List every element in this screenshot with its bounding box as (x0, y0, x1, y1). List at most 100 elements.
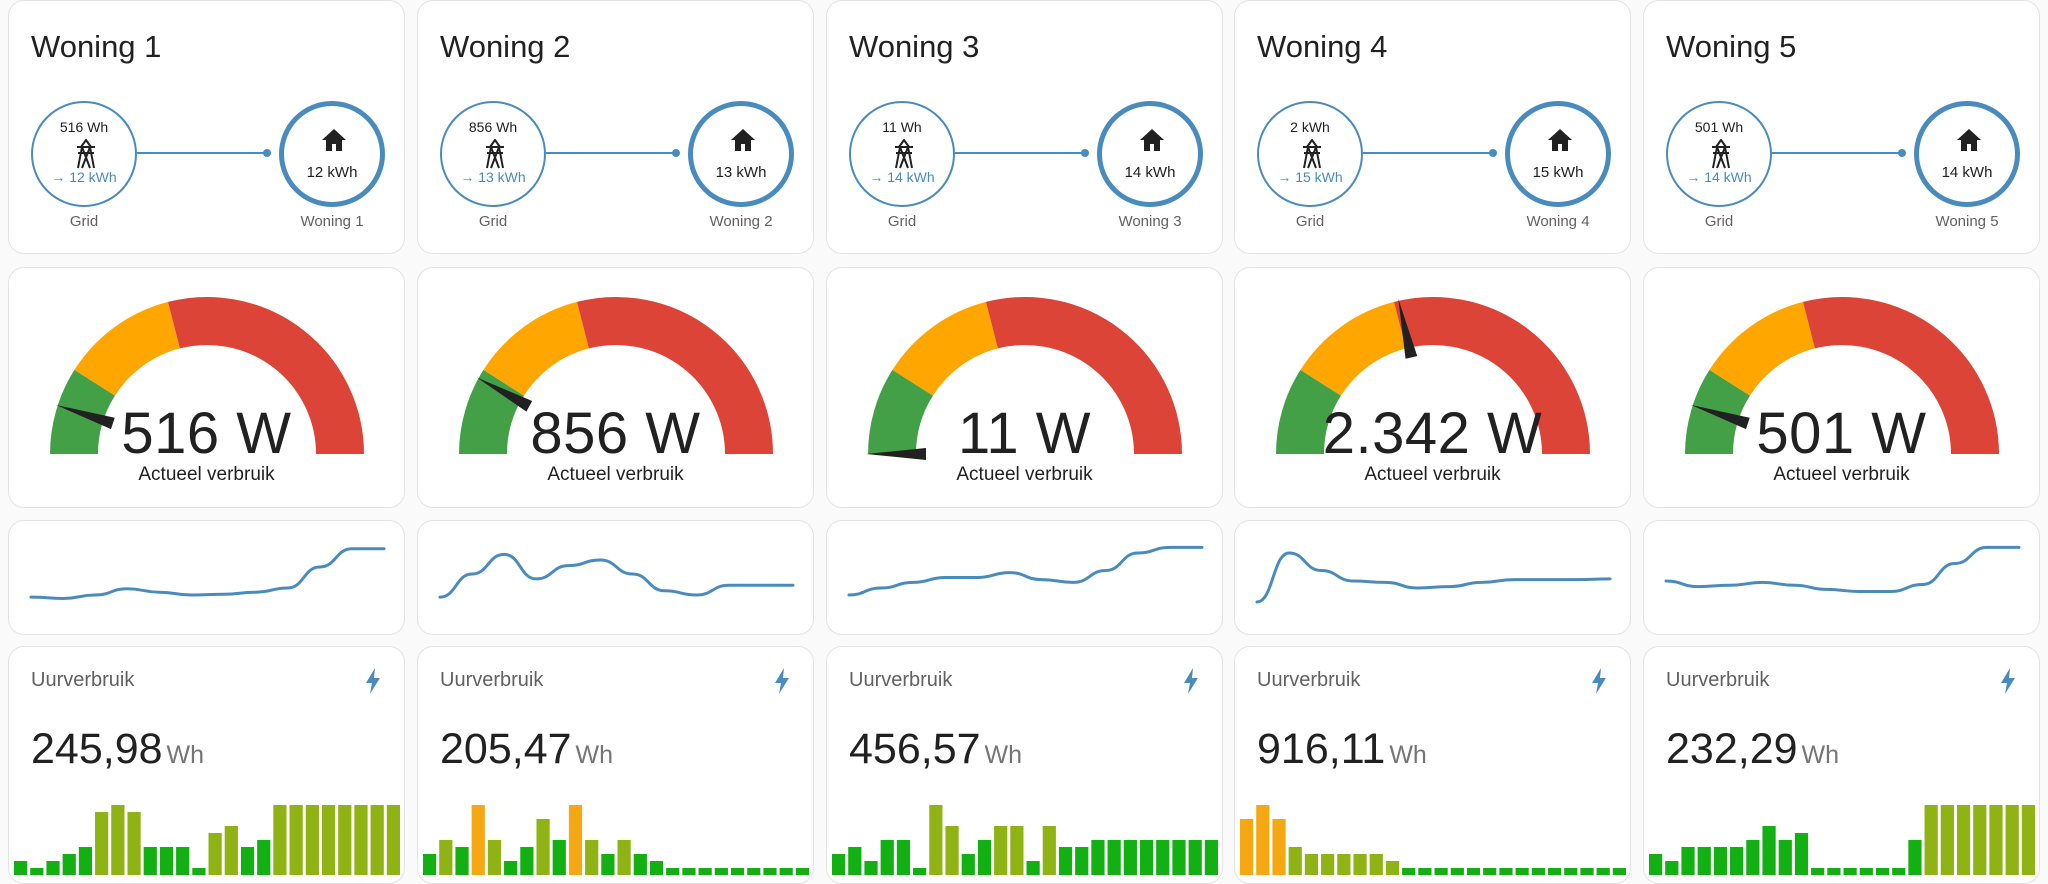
history-graph-card[interactable] (826, 520, 1223, 635)
usage-bar (192, 868, 206, 875)
usage-value-row: 232,29 Wh (1666, 725, 1839, 774)
grid-node[interactable]: 516 Wh → 12 kWh (31, 101, 137, 207)
grid-node[interactable]: 11 Wh → 14 kWh (849, 101, 955, 207)
usage-bar (1466, 868, 1481, 875)
usage-bar (1811, 868, 1825, 875)
gauge-needle (476, 377, 533, 412)
usage-bar (1402, 868, 1416, 875)
usage-value: 456,57 (849, 725, 981, 773)
grid-node[interactable]: 2 kWh → 15 kWh (1257, 101, 1363, 207)
usage-bar (1649, 854, 1663, 875)
gauge-segment-green (868, 369, 934, 455)
hourly-usage-card[interactable]: Uurverbruik 916,11 Wh (1234, 646, 1631, 884)
gauge-card[interactable]: 2.342 W Actueel verbruik (1234, 267, 1631, 508)
gauge-segment-red (985, 297, 1182, 455)
hourly-usage-card[interactable]: Uurverbruik 232,29 Wh (1643, 646, 2040, 884)
hourly-usage-card[interactable]: Uurverbruik 245,98 Wh (8, 646, 405, 884)
home-icon (1548, 129, 1572, 151)
home-node[interactable]: 15 kWh (1505, 101, 1611, 207)
usage-bar (601, 854, 615, 875)
home-node[interactable]: 12 kWh (279, 101, 385, 207)
usage-bar (273, 805, 287, 875)
usage-bar (354, 805, 368, 875)
energy-flow-card: Woning 2 856 Wh → 13 kWh 13 kWh Grid Woning 2 (417, 0, 814, 254)
usage-bar (455, 847, 469, 875)
gauge-card[interactable]: 11 W Actueel verbruik (826, 267, 1223, 508)
home-node[interactable]: 14 kWh (1097, 101, 1203, 207)
usage-value-row: 916,11 Wh (1257, 725, 1427, 774)
gauge-label: Actueel verbruik (138, 464, 275, 485)
usage-bar (224, 826, 238, 875)
usage-bar (14, 861, 28, 875)
usage-bar (370, 805, 384, 875)
gauge-needle (866, 448, 926, 460)
gauge-segment-red (1802, 297, 1999, 455)
hourly-usage-card[interactable]: Uurverbruik 205,47 Wh (417, 646, 814, 884)
grid-node[interactable]: 501 Wh → 14 kWh (1666, 101, 1772, 207)
gauge-label: Actueel verbruik (547, 464, 684, 485)
flow-dot (1489, 149, 1497, 157)
usage-bar (338, 805, 352, 875)
home-node[interactable]: 13 kWh (688, 101, 794, 207)
usage-bar (2005, 805, 2019, 875)
usage-bar (240, 847, 255, 875)
grid-import-value: 501 Wh (1694, 119, 1744, 135)
gauge-value: 11 W (957, 401, 1092, 466)
gauge (459, 297, 773, 455)
transmission-tower-icon (486, 139, 504, 169)
flow-line (546, 152, 676, 154)
gauge-card[interactable]: 856 W Actueel verbruik (417, 267, 814, 508)
gauge-label: Actueel verbruik (1773, 464, 1910, 485)
history-graph-card[interactable] (8, 520, 405, 635)
usage-bar (2021, 805, 2035, 875)
usage-bar (1188, 840, 1202, 875)
usage-bar (1778, 840, 1792, 875)
gauge (1685, 297, 1999, 455)
gauge-card[interactable]: 501 W Actueel verbruik (1643, 267, 2040, 508)
lightning-bolt-icon (1184, 668, 1198, 694)
home-label: Woning 4 (1526, 213, 1590, 230)
hourly-usage-card[interactable]: Uurverbruik 456,57 Wh (826, 646, 1223, 884)
history-graph-card[interactable] (1643, 520, 2040, 635)
gauge (866, 297, 1182, 460)
usage-bar (1204, 840, 1218, 875)
usage-bar (1859, 868, 1873, 875)
flow-line (955, 152, 1085, 154)
usage-bar (487, 840, 502, 875)
usage-bar (848, 847, 862, 875)
gauge-card[interactable]: 516 W Actueel verbruik (8, 267, 405, 508)
lightning-bolt-icon (775, 668, 789, 694)
flow-line (137, 152, 267, 154)
sparkline-path (847, 545, 1204, 597)
usage-bar (779, 868, 793, 875)
usage-bar (1827, 868, 1841, 875)
usage-bar (159, 847, 174, 875)
energy-flow-card: Woning 3 11 Wh → 14 kWh 14 kWh Grid Woning 3 (826, 0, 1223, 254)
home-label: Woning 2 (709, 213, 773, 230)
usage-bar-chart (14, 805, 400, 875)
grid-return-value: → 14 kWh (869, 169, 935, 185)
history-graph-card[interactable] (1234, 520, 1631, 635)
grid-node[interactable]: 856 Wh → 13 kWh (440, 101, 546, 207)
usage-bar (1956, 805, 1971, 875)
home-consumption-value: 12 kWh (306, 164, 358, 181)
usage-bar (1385, 861, 1400, 875)
usage-bar (977, 840, 992, 875)
gauge-segment-orange (1709, 301, 1816, 397)
lightning-bolt-icon (1592, 668, 1606, 694)
usage-bar (46, 861, 60, 875)
usage-bar (289, 805, 303, 875)
gauge-needle (1398, 298, 1418, 359)
usage-bar (1596, 868, 1610, 875)
home-node[interactable]: 14 kWh (1914, 101, 2020, 207)
usage-bar (1697, 847, 1711, 875)
grid-return-value: → 15 kWh (1277, 169, 1343, 185)
history-graph-card[interactable] (417, 520, 814, 635)
usage-unit: Wh (575, 741, 614, 769)
usage-bar (585, 840, 599, 875)
flow-line (1363, 152, 1493, 154)
usage-bar (929, 805, 943, 875)
usage-title: Uurverbruik (849, 669, 953, 691)
gauge-segment-orange (892, 301, 999, 397)
gauge-value: 501 W (1756, 401, 1927, 466)
